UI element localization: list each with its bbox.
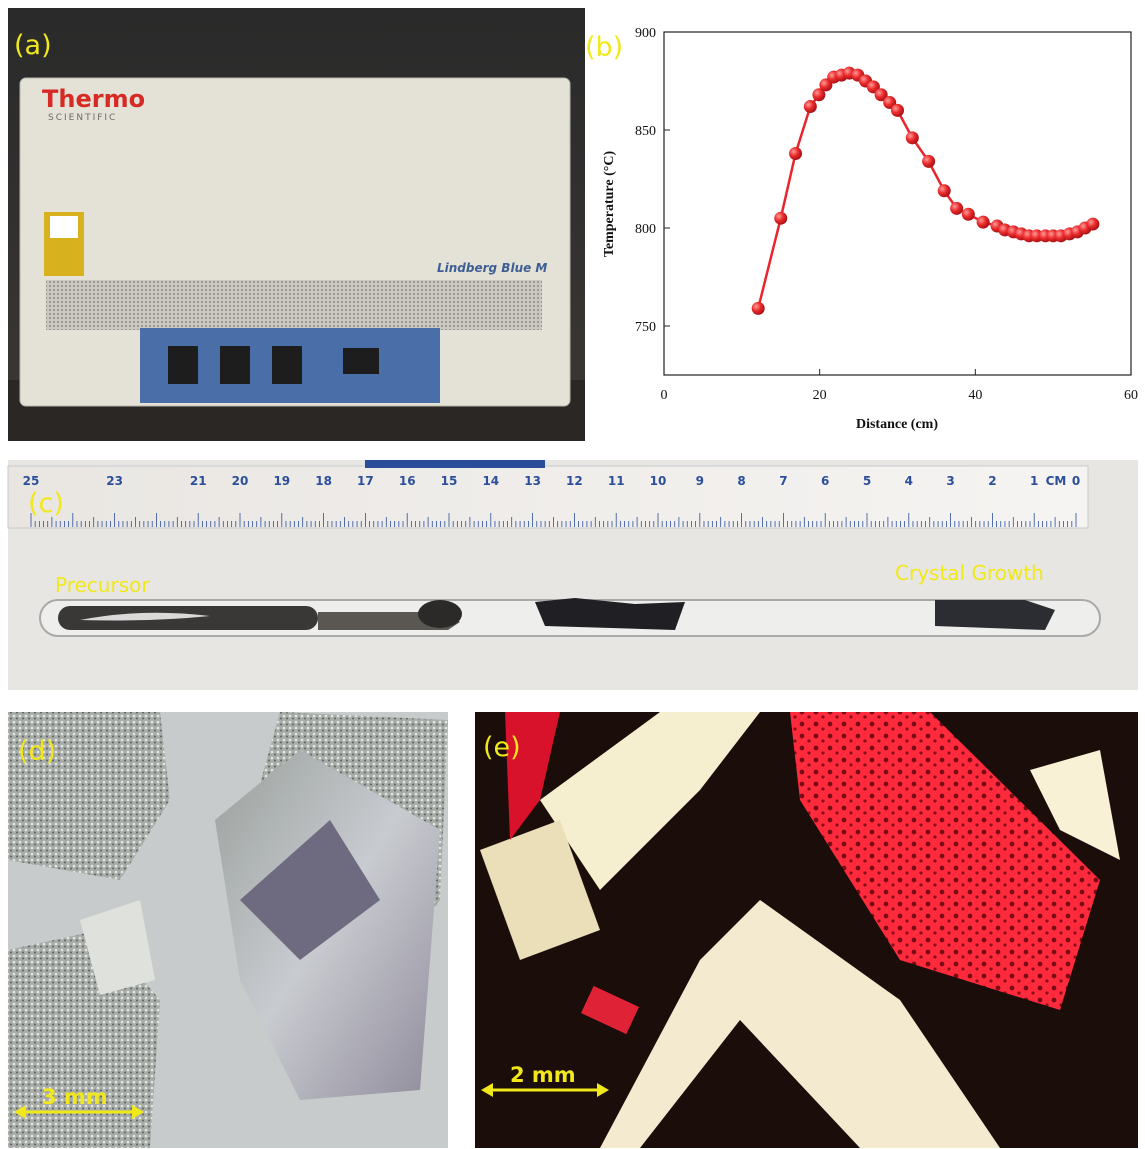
ruler-label: 12 bbox=[566, 474, 583, 488]
data-point bbox=[891, 104, 904, 117]
data-point bbox=[1086, 218, 1099, 231]
data-point bbox=[977, 216, 990, 229]
ruler-label: 4 bbox=[905, 474, 913, 488]
ruler-label: 25 bbox=[23, 474, 40, 488]
ruler-label: 20 bbox=[232, 474, 249, 488]
ruler-label: 14 bbox=[482, 474, 499, 488]
ruler-label: 16 bbox=[399, 474, 416, 488]
tube-label: Precursor bbox=[55, 573, 150, 597]
ruler-label: 8 bbox=[737, 474, 745, 488]
ruler-label: 17 bbox=[357, 474, 374, 488]
data-point bbox=[752, 302, 765, 315]
data-point bbox=[804, 100, 817, 113]
ruler-label: 2 bbox=[988, 474, 996, 488]
ruler-label: 9 bbox=[696, 474, 704, 488]
data-point bbox=[962, 208, 975, 221]
panel-b: (b) Distance (cm) Temperature (°C) 0 20 40… bbox=[585, 8, 1141, 441]
ruler-label: 0 bbox=[1072, 474, 1080, 488]
panel-label: (e) bbox=[483, 732, 521, 763]
y-tick-label: 750 bbox=[635, 320, 656, 335]
scale-bar: 3 mm bbox=[42, 1085, 108, 1109]
y-axis-label: Temperature (°C) bbox=[602, 151, 617, 258]
ruler-label: 7 bbox=[779, 474, 787, 488]
brand: Thermo bbox=[42, 85, 145, 113]
x-tick-label: 20 bbox=[813, 388, 827, 403]
panel-label: (b) bbox=[585, 32, 623, 63]
model: Lindberg Blue M bbox=[437, 261, 547, 275]
panel-label: (c) bbox=[28, 488, 64, 519]
brand-sub: SCIENTIFIC bbox=[48, 113, 117, 123]
ruler-label: 1 bbox=[1030, 474, 1038, 488]
data-point bbox=[950, 202, 963, 215]
tube-label: Crystal Growth bbox=[895, 561, 1044, 585]
scale-bar: 2 mm bbox=[510, 1063, 576, 1087]
ruler-label: 18 bbox=[315, 474, 332, 488]
panel-label: (d) bbox=[18, 736, 56, 767]
ruler-label: 13 bbox=[524, 474, 541, 488]
y-tick-label: 850 bbox=[635, 124, 656, 139]
data-point bbox=[906, 131, 919, 144]
ruler-unit: CM bbox=[1046, 474, 1067, 488]
x-tick-label: 0 bbox=[661, 388, 668, 403]
ruler-label: 5 bbox=[863, 474, 871, 488]
panel-e: 2 mm (e) bbox=[475, 712, 1138, 1148]
ruler-label: 10 bbox=[650, 474, 667, 488]
y-tick-label: 800 bbox=[635, 222, 656, 237]
ruler-label: 15 bbox=[441, 474, 458, 488]
ruler-label: 23 bbox=[106, 474, 123, 488]
ruler-label: 11 bbox=[608, 474, 625, 488]
x-tick-label: 40 bbox=[968, 388, 982, 403]
data-point bbox=[789, 147, 802, 160]
y-tick-label: 900 bbox=[635, 26, 656, 41]
data-point bbox=[774, 212, 787, 225]
ruler-label: 19 bbox=[273, 474, 290, 488]
data-point bbox=[922, 155, 935, 168]
ruler-label: 21 bbox=[190, 474, 207, 488]
x-tick-label: 60 bbox=[1124, 388, 1138, 403]
figure: Thermo SCIENTIFIC Lindberg Blue M (a) (b… bbox=[0, 0, 1145, 1149]
panel-label: (a) bbox=[14, 30, 52, 61]
ruler-label: 3 bbox=[946, 474, 954, 488]
panel-a: Thermo SCIENTIFIC Lindberg Blue M (a) bbox=[8, 8, 585, 441]
ruler-label: 6 bbox=[821, 474, 829, 488]
x-axis-label: Distance (cm) bbox=[856, 417, 938, 432]
data-point bbox=[938, 184, 951, 197]
panel-d: 3 mm (d) bbox=[8, 712, 448, 1148]
